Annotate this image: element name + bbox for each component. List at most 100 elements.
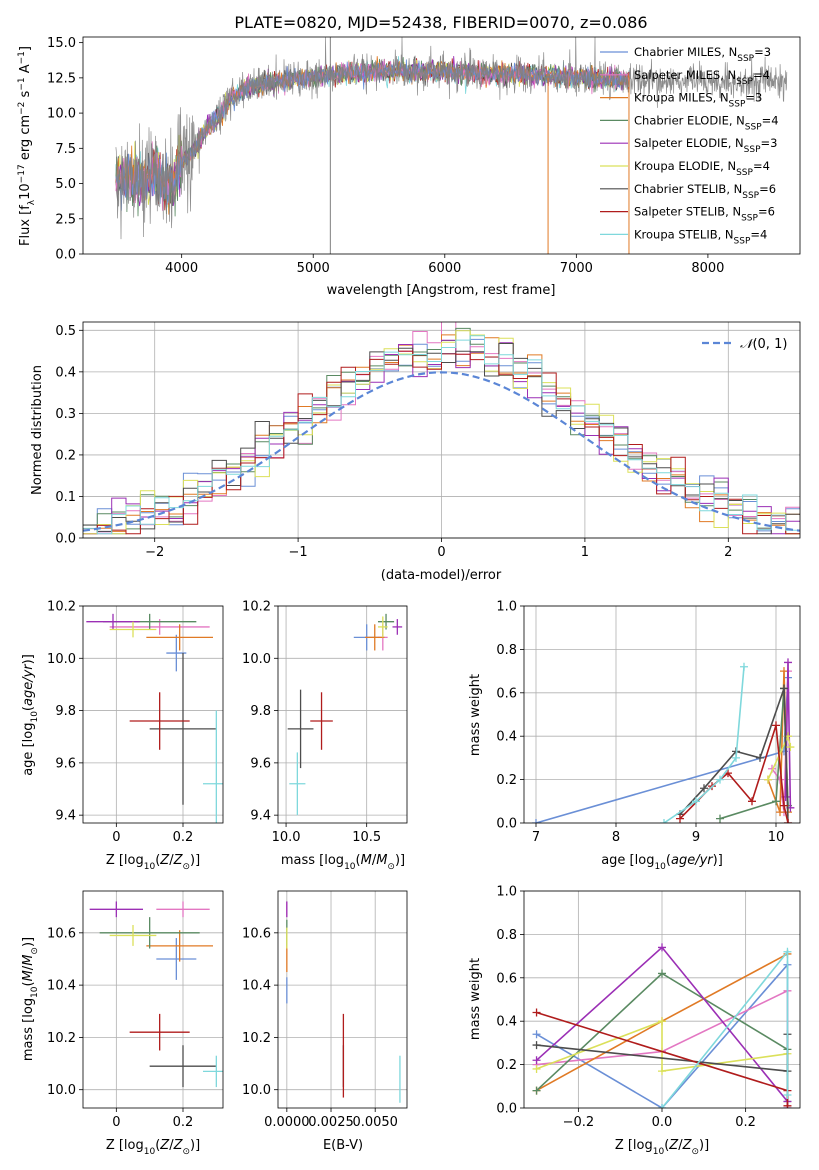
data-point	[289, 752, 306, 816]
legend-entry: Chabrier MILES, NSSP=3	[634, 45, 771, 64]
plot-area	[286, 901, 401, 1103]
y-tick-label: 10.2	[47, 600, 76, 615]
data-point	[86, 613, 140, 630]
panel-mass-vs-Z: 0 0.2 10.0 10.2 10.4 10.6 Z [log10(Z/Z⊙)] mass …	[21, 890, 224, 1157]
legend-entry: 𝒩(0, 1)	[740, 337, 787, 352]
data-point	[109, 924, 157, 946]
data-point	[129, 692, 190, 750]
y-tick-label: 9.4	[55, 809, 76, 824]
series-marker	[780, 684, 788, 693]
histogram-series	[83, 322, 800, 535]
y-tick-label: 10.2	[47, 1031, 76, 1046]
y-axis-label: age [log10(age/yr)]	[21, 654, 40, 776]
figure-title: PLATE=0820, MJD=52438, FIBERID=0070, z=0…	[234, 13, 647, 32]
x-tick-label: 0.0000	[264, 1115, 310, 1130]
data-point	[99, 917, 200, 949]
ticks: 10.0 10.5 9.4 9.6 9.8 10.0 10.2	[242, 600, 381, 846]
data-spectrum-line	[115, 37, 788, 240]
data-point	[377, 616, 388, 638]
data-point	[109, 621, 157, 638]
histogram-series	[83, 335, 800, 535]
series-marker	[764, 775, 772, 784]
y-tick-label: 9.6	[55, 756, 76, 771]
x-axis-label: E(B-V)	[323, 1138, 363, 1153]
y-tick-label: 0.4	[55, 365, 76, 380]
legend-entry: Chabrier ELODIE, NSSP=4	[634, 113, 779, 132]
panel-spectrum: 4000 5000 6000 7000 8000 0.0 2.5 5.0 7.5 10.0 12.5…	[17, 36, 801, 298]
axes-frame	[523, 605, 801, 824]
legend-entry: Salpeter MILES, NSSP=4	[634, 68, 770, 87]
y-tick-label: 12.5	[47, 71, 76, 86]
y-tick-label: 10.0	[47, 652, 76, 667]
series-marker	[783, 1101, 792, 1108]
series-marker	[776, 808, 784, 817]
data-point	[392, 619, 403, 635]
x-tick-label: 6000	[428, 261, 461, 276]
y-tick-label: 10.0	[242, 652, 271, 667]
y-tick-label: 10.0	[47, 107, 76, 122]
data-point	[203, 1055, 223, 1088]
ticks: 7 8 9 10 0.0 0.2 0.4 0.6 0.8 1.0	[496, 600, 784, 846]
y-tick-label: 15.0	[47, 36, 76, 51]
y-axis-label: mass weight	[468, 674, 483, 756]
x-tick-label: 0.0025	[308, 1115, 354, 1130]
series-marker	[756, 753, 764, 762]
x-tick-label: 0	[112, 830, 120, 845]
y-tick-label: 0.3	[55, 407, 76, 422]
plot-area	[83, 322, 800, 535]
y-tick-label: 0.1	[55, 490, 76, 505]
y-tick-label: 0.8	[496, 643, 517, 658]
legend-entry: Kroupa STELIB, NSSP=4	[634, 227, 767, 246]
x-tick-label: 0	[112, 1115, 120, 1130]
series-marker	[532, 819, 540, 823]
ticks: −0.2 0.0 0.2 0.0 0.2 0.4 0.6 0.8 1.0	[496, 885, 756, 1131]
y-tick-label: 0.6	[496, 971, 517, 986]
series-marker	[658, 969, 666, 978]
series-line	[679, 688, 789, 823]
y-tick-label: 0.6	[496, 686, 517, 701]
panel-massweight-vs-age: 7 8 9 10 0.0 0.2 0.4 0.6 0.8 1.0 age [log10(age/yr…	[468, 600, 801, 872]
x-tick-label: 0	[437, 545, 445, 560]
series-marker	[658, 1104, 666, 1108]
y-tick-label: 2.5	[55, 212, 76, 227]
y-tick-label: 5.0	[55, 177, 76, 192]
data-point	[149, 1045, 217, 1088]
y-tick-label: 10.2	[242, 600, 271, 615]
axes-frame	[277, 890, 408, 1109]
x-tick-label: 2	[724, 545, 732, 560]
x-tick-label: 7000	[560, 261, 593, 276]
y-tick-label: 10.6	[242, 926, 271, 941]
x-tick-label: 0.0	[652, 1115, 673, 1130]
plot-area	[532, 658, 795, 823]
y-tick-label: 0.0	[496, 817, 517, 832]
panel-age-vs-Z: 0 0.2 9.4 9.6 9.8 10.0 10.2 Z [log10(Z/Z⊙)] age …	[21, 600, 224, 872]
y-tick-label: 10.6	[47, 926, 76, 941]
series-marker	[700, 784, 708, 793]
y-tick-label: 0.2	[496, 773, 517, 788]
data-point	[287, 689, 314, 769]
series-marker	[716, 775, 724, 784]
series-marker	[772, 721, 780, 730]
series-marker	[784, 658, 792, 667]
x-tick-label: 10.0	[272, 830, 301, 845]
axes-frame	[82, 36, 801, 255]
ticks: 4000 5000 6000 7000 8000 0.0 2.5 5.0 7.5 10.0 12.5…	[47, 36, 724, 276]
x-tick-label: 0.2	[173, 830, 194, 845]
plot-area	[532, 943, 792, 1108]
series-marker	[748, 797, 756, 806]
data-point	[146, 930, 213, 962]
x-tick-label: 8	[612, 830, 620, 845]
gaussian-curve	[83, 371, 800, 532]
x-tick-label: 8000	[691, 261, 724, 276]
y-tick-label: 0.2	[496, 1058, 517, 1073]
y-tick-label: 0.0	[55, 248, 76, 263]
x-tick-label: 10	[768, 830, 785, 845]
legend: Chabrier MILES, NSSP=3 Salpeter MILES, NS…	[600, 45, 779, 246]
series-marker	[783, 1090, 792, 1099]
y-tick-label: 0.2	[55, 448, 76, 463]
series-marker	[676, 814, 684, 823]
x-tick-label: 4000	[165, 261, 198, 276]
